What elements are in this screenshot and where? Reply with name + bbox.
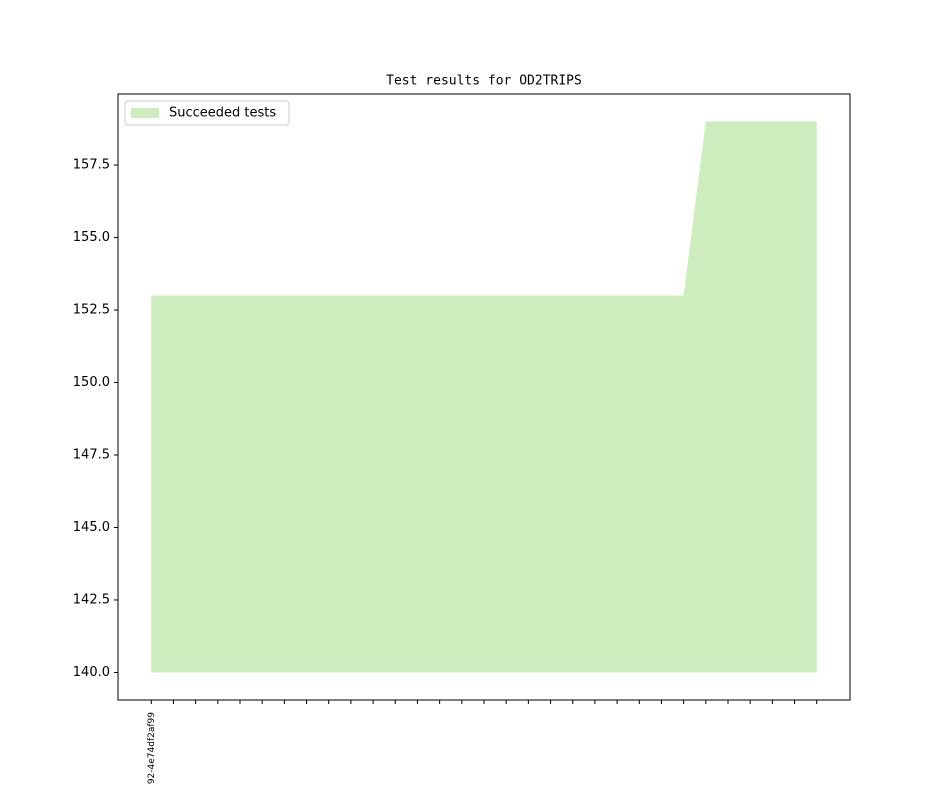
legend-label: Succeeded tests (169, 106, 276, 121)
y-tick-label: 155.0 (73, 230, 110, 245)
y-tick-label: 147.5 (73, 447, 110, 462)
y-tick-label: 150.0 (73, 375, 110, 390)
y-tick-label: 140.0 (73, 665, 110, 680)
legend-swatch (131, 108, 159, 118)
chart-title: Test results for OD2TRIPS (386, 74, 582, 89)
y-tick-label: 152.5 (73, 303, 110, 318)
y-tick-label: 145.0 (73, 520, 110, 535)
area (151, 121, 817, 673)
y-tick-label: 142.5 (73, 592, 110, 607)
x-tick-label: 92-4e74df2af99 (147, 712, 157, 784)
legend-box (124, 100, 290, 126)
y-tick-label: 157.5 (73, 158, 110, 173)
